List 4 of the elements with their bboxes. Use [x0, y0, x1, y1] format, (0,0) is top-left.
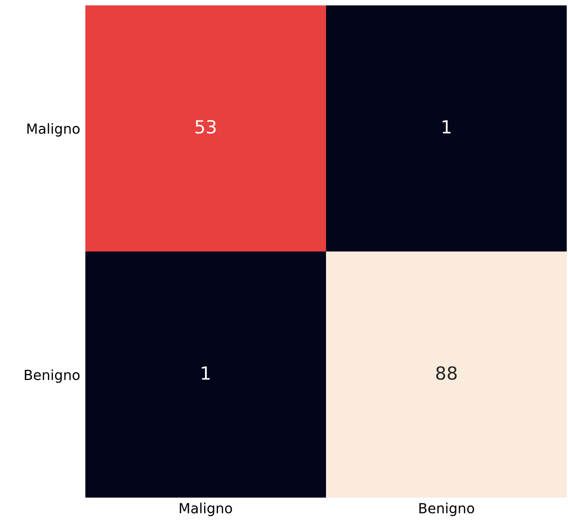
data-label: 88 [436, 366, 457, 380]
data-label: 53 [196, 120, 216, 134]
data-label: 1 [442, 120, 451, 134]
data-label: 1 [202, 366, 210, 380]
